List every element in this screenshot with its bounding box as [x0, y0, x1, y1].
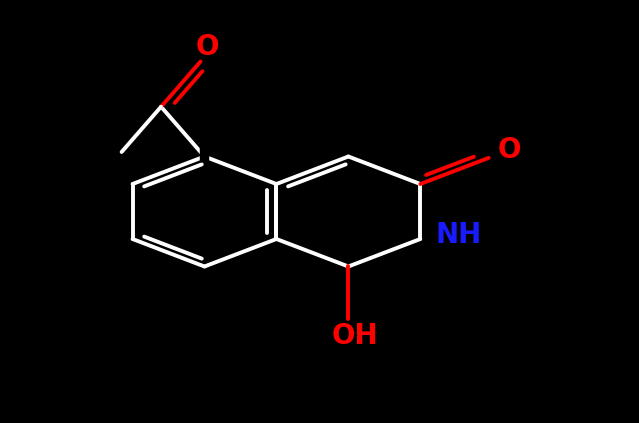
- Text: O: O: [498, 136, 521, 164]
- Text: O: O: [195, 33, 219, 60]
- Text: NH: NH: [436, 221, 482, 249]
- Text: OH: OH: [332, 321, 378, 350]
